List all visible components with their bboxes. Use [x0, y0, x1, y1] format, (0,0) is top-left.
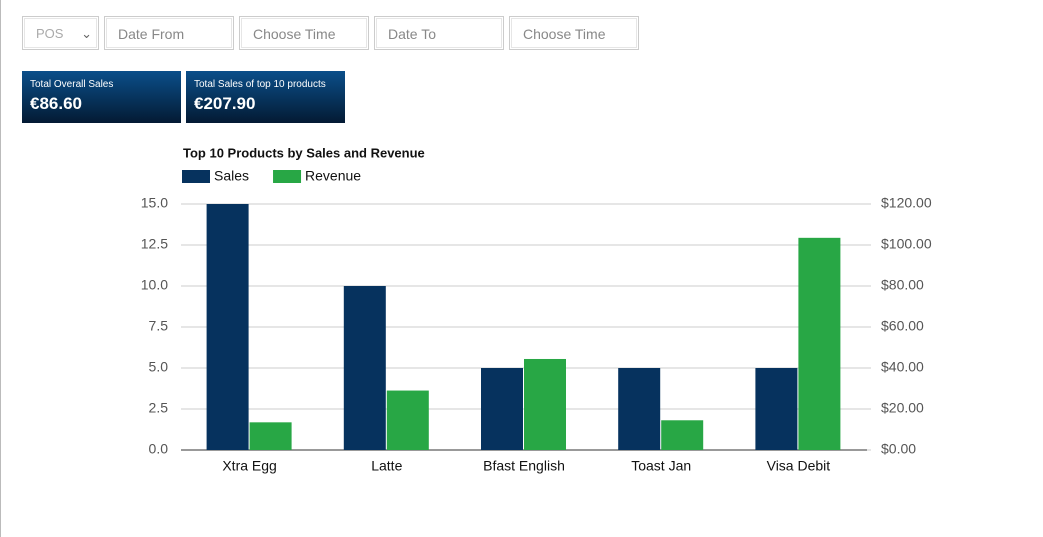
y-tick-label: 0.0: [149, 441, 169, 457]
y2-tick-label: $100.00: [881, 236, 932, 252]
legend-label: Sales: [214, 168, 249, 184]
date-from-input[interactable]: Date From: [104, 16, 234, 50]
y2-tick-label: $0.00: [881, 441, 916, 457]
bar: [206, 204, 249, 450]
bar: [618, 368, 661, 450]
kpi-label: Total Sales of top 10 products: [194, 79, 326, 90]
bar: [481, 368, 523, 450]
bar: [524, 358, 566, 450]
y-tick-label: 5.0: [149, 359, 169, 375]
bar: [386, 390, 429, 450]
chart-title: Top 10 Products by Sales and Revenue: [183, 145, 425, 160]
y2-tick-label: $120.00: [881, 195, 932, 211]
pos-select[interactable]: POS ⌄: [22, 16, 99, 50]
time-from-input[interactable]: Choose Time: [239, 16, 369, 50]
kpi-card: Total Sales of top 10 products €207.90: [186, 71, 345, 123]
legend-label: Revenue: [305, 168, 361, 184]
bar: [343, 286, 386, 450]
kpi-card: Total Overall Sales €86.60: [22, 71, 181, 123]
y2-tick-label: $20.00: [881, 400, 924, 416]
y2-tick-label: $60.00: [881, 318, 924, 334]
x-tick-label: Xtra Egg: [222, 458, 276, 474]
date-to-input[interactable]: Date To: [374, 16, 504, 50]
legend-swatch: [273, 170, 302, 183]
x-tick-label: Toast Jan: [631, 458, 691, 474]
kpi-value: €207.90: [194, 94, 256, 113]
y-tick-label: 10.0: [141, 277, 168, 293]
bar: [249, 422, 292, 450]
x-tick-label: Bfast English: [483, 458, 565, 474]
y-tick-label: 7.5: [149, 318, 169, 334]
y2-tick-label: $40.00: [881, 359, 924, 375]
y-tick-label: 12.5: [141, 236, 168, 252]
x-tick-label: Latte: [371, 458, 402, 474]
pos-text: POS: [36, 26, 64, 41]
bar: [798, 237, 841, 450]
y-tick-label: 15.0: [141, 195, 168, 211]
x-tick-label: Visa Debit: [767, 458, 831, 474]
y2-tick-label: $80.00: [881, 277, 924, 293]
kpi-label: Total Overall Sales: [30, 79, 114, 90]
bar: [661, 420, 704, 450]
time-to-input[interactable]: Choose Time: [509, 16, 639, 50]
y-tick-label: 2.5: [149, 400, 169, 416]
bar: [755, 368, 798, 450]
legend-swatch: [182, 170, 210, 183]
kpi-value: €86.60: [30, 94, 82, 113]
border: [0, 0, 1, 537]
chevron: ⌄: [81, 26, 92, 41]
